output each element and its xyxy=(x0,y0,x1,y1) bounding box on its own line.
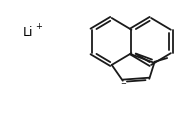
Text: −: − xyxy=(121,81,127,87)
Text: +: + xyxy=(35,22,42,31)
Text: Li: Li xyxy=(23,26,33,39)
